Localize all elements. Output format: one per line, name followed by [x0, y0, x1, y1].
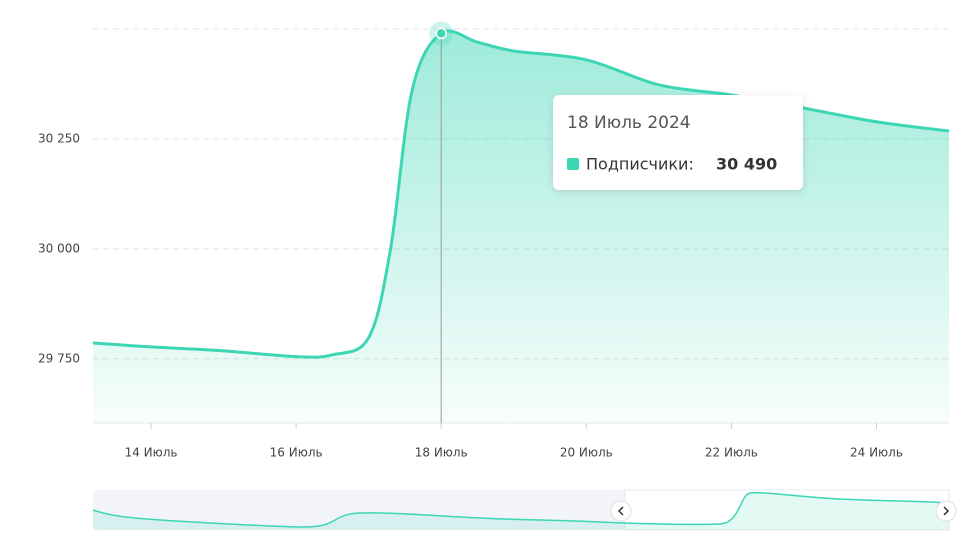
y-tick-label: 29 750: [38, 351, 80, 365]
navigator-line: [92, 491, 950, 528]
plot-area: 29 750 30 000 30 250 14 Июль 16 Июль 18 Июль 2…: [38, 21, 950, 460]
navigator-handle-left[interactable]: [610, 500, 632, 522]
y-tick-label: 30 250: [38, 131, 80, 145]
chevron-left: [617, 506, 624, 516]
x-tick-label: 20 Июль: [560, 446, 613, 460]
tooltip-label: Подписчики:: [586, 155, 694, 174]
chevron-right: [943, 506, 950, 516]
x-tick-label: 16 Июль: [270, 446, 323, 460]
navigator-area: [93, 492, 949, 530]
x-tick-label: 24 Июль: [850, 446, 903, 460]
navigator-handle-right[interactable]: [935, 500, 957, 522]
tooltip-box: [553, 95, 803, 190]
y-tick-label: 30 000: [38, 241, 80, 255]
x-tick-label: 18 Июль: [415, 446, 468, 460]
tooltip-title: 18 Июль 2024: [567, 113, 691, 133]
tooltip-swatch: [567, 158, 579, 170]
tooltip-value: 30 490: [716, 155, 777, 174]
area: [93, 30, 949, 424]
navigator: [92, 489, 957, 531]
tooltip: 18 Июль 2024 Подписчики: 30 490: [553, 95, 803, 190]
x-tick-label: 14 Июль: [125, 446, 178, 460]
hover-point: [435, 27, 447, 40]
x-tick-label: 22 Июль: [705, 446, 758, 460]
